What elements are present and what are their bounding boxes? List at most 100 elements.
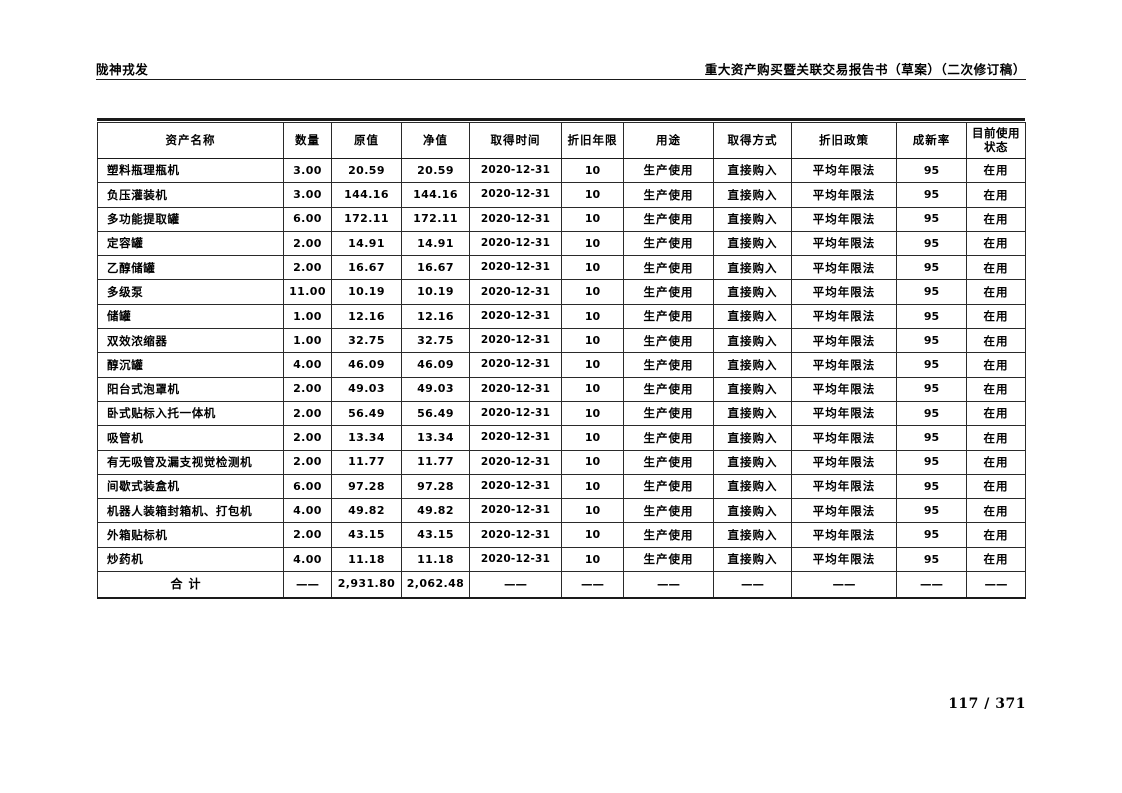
cell-newness-rate: 95 bbox=[896, 328, 967, 354]
cell-depreciation-life: 10 bbox=[561, 473, 624, 500]
table-row: 定容罐 2.00 14.91 14.91 2020-12-31 10 生产使用 直接购入 平均年… bbox=[97, 230, 1026, 257]
cell-newness-rate: 95 bbox=[896, 352, 967, 378]
cell-original-value: 144.16 bbox=[331, 182, 402, 208]
cell-current-status: 在用 bbox=[966, 230, 1026, 257]
cell-net-value: 14.91 bbox=[401, 230, 470, 257]
total-original-value: 2,931.80 bbox=[331, 571, 402, 599]
cell-newness-rate: 95 bbox=[896, 230, 967, 257]
cell-current-status: 在用 bbox=[966, 473, 1026, 500]
cell-current-status: 在用 bbox=[966, 546, 1026, 573]
cell-purpose: 生产使用 bbox=[623, 400, 714, 427]
cell-depreciation-life: 10 bbox=[561, 182, 624, 208]
cell-acquire-date: 2020-12-31 bbox=[469, 157, 562, 184]
cell-current-status: 在用 bbox=[966, 449, 1026, 475]
column-header-quantity: 数量 bbox=[283, 122, 332, 159]
cell-current-status: 在用 bbox=[966, 279, 1026, 305]
table-row: 间歇式装盒机 6.00 97.28 97.28 2020-12-31 10 生产使用 直接购入… bbox=[97, 473, 1026, 500]
cell-net-value: 49.03 bbox=[401, 376, 470, 402]
cell-quantity: 6.00 bbox=[283, 473, 332, 500]
cell-asset-name: 间歇式装盒机 bbox=[97, 473, 284, 500]
table-row: 卧式贴标入托一体机 2.00 56.49 56.49 2020-12-31 10 生产使用直… bbox=[97, 400, 1026, 427]
cell-newness-rate: 95 bbox=[896, 255, 967, 281]
cell-acquire-method: 直接购入 bbox=[713, 473, 792, 500]
cell-quantity: 11.00 bbox=[283, 279, 332, 305]
cell-acquire-method: 直接购入 bbox=[713, 182, 792, 208]
cell-current-status: 在用 bbox=[966, 522, 1026, 548]
cell-original-value: 14.91 bbox=[331, 230, 402, 257]
cell-asset-name: 储罐 bbox=[97, 303, 284, 330]
cell-purpose: 生产使用 bbox=[623, 157, 714, 184]
cell-original-value: 10.19 bbox=[331, 279, 402, 305]
cell-original-value: 56.49 bbox=[331, 400, 402, 427]
cell-current-status: 在用 bbox=[966, 425, 1026, 451]
cell-current-status: 在用 bbox=[966, 303, 1026, 330]
cell-net-value: 10.19 bbox=[401, 279, 470, 305]
cell-depreciation-life: 10 bbox=[561, 376, 624, 402]
cell-net-value: 16.67 bbox=[401, 255, 470, 281]
cell-original-value: 12.16 bbox=[331, 303, 402, 330]
table-row: 多功能提取罐 6.00 172.11 172.11 2020-12-31 10 生产使用 直接… bbox=[97, 206, 1026, 232]
cell-acquire-method: 直接购入 bbox=[713, 303, 792, 330]
cell-depreciation-policy: 平均年限法 bbox=[791, 473, 897, 500]
cell-acquire-method: 直接购入 bbox=[713, 376, 792, 402]
cell-depreciation-policy: 平均年限法 bbox=[791, 498, 897, 524]
cell-purpose: 生产使用 bbox=[623, 546, 714, 573]
cell-acquire-method: 直接购入 bbox=[713, 449, 792, 475]
cell-acquire-method: 直接购入 bbox=[713, 279, 792, 305]
table-row: 阳台式泡罩机 2.00 49.03 49.03 2020-12-31 10 生产使用 直接购入… bbox=[97, 376, 1026, 402]
cell-depreciation-life: 10 bbox=[561, 352, 624, 378]
cell-asset-name: 外箱贴标机 bbox=[97, 522, 284, 548]
header-document-title: 重大资产购买暨关联交易报告书（草案）（二次修订稿） bbox=[704, 61, 1026, 77]
cell-original-value: 43.15 bbox=[331, 522, 402, 548]
cell-asset-name: 醇沉罐 bbox=[97, 352, 284, 378]
cell-newness-rate: 95 bbox=[896, 182, 967, 208]
table-total-row: 合计 —— 2,931.80 2,062.48 —— —— —— —— —— —— —— bbox=[97, 571, 1026, 599]
cell-asset-name: 机器人装箱封箱机、打包机 bbox=[97, 498, 284, 524]
table-header-row: 资产名称 数量 原值 净值 取得时间 折旧年限 用途 取得方式 折旧政策 成新率… bbox=[97, 122, 1026, 159]
table-row: 储罐 1.00 12.16 12.16 2020-12-31 10 生产使用 直接购入 平均年限… bbox=[97, 303, 1026, 330]
cell-newness-rate: 95 bbox=[896, 400, 967, 427]
column-header-acquire-method: 取得方式 bbox=[713, 122, 792, 159]
asset-table: 资产名称 数量 原值 净值 取得时间 折旧年限 用途 取得方式 折旧政策 成新率… bbox=[97, 122, 1026, 599]
cell-acquire-date: 2020-12-31 bbox=[469, 522, 562, 548]
cell-acquire-method: 直接购入 bbox=[713, 352, 792, 378]
total-depreciation-life: —— bbox=[561, 571, 624, 599]
cell-newness-rate: 95 bbox=[896, 303, 967, 330]
cell-depreciation-policy: 平均年限法 bbox=[791, 425, 897, 451]
cell-asset-name: 定容罐 bbox=[97, 230, 284, 257]
table-row: 醇沉罐 4.00 46.09 46.09 2020-12-31 10 生产使用 直接购入 平均年… bbox=[97, 352, 1026, 378]
column-header-depreciation-life: 折旧年限 bbox=[561, 122, 624, 159]
cell-purpose: 生产使用 bbox=[623, 303, 714, 330]
cell-purpose: 生产使用 bbox=[623, 230, 714, 257]
cell-net-value: 43.15 bbox=[401, 522, 470, 548]
cell-acquire-method: 直接购入 bbox=[713, 255, 792, 281]
cell-quantity: 2.00 bbox=[283, 400, 332, 427]
cell-original-value: 46.09 bbox=[331, 352, 402, 378]
cell-newness-rate: 95 bbox=[896, 206, 967, 232]
cell-quantity: 4.00 bbox=[283, 352, 332, 378]
cell-quantity: 2.00 bbox=[283, 425, 332, 451]
cell-asset-name: 有无吸管及漏支视觉检测机 bbox=[97, 449, 284, 475]
total-net-value: 2,062.48 bbox=[401, 571, 470, 599]
total-quantity: —— bbox=[283, 571, 332, 599]
cell-net-value: 49.82 bbox=[401, 498, 470, 524]
cell-depreciation-life: 10 bbox=[561, 400, 624, 427]
table-row: 双效浓缩器 1.00 32.75 32.75 2020-12-31 10 生产使用 直接购入平… bbox=[97, 328, 1026, 354]
cell-quantity: 4.00 bbox=[283, 498, 332, 524]
cell-acquire-date: 2020-12-31 bbox=[469, 376, 562, 402]
cell-depreciation-life: 10 bbox=[561, 449, 624, 475]
total-depreciation-policy: —— bbox=[791, 571, 897, 599]
cell-quantity: 3.00 bbox=[283, 182, 332, 208]
cell-net-value: 12.16 bbox=[401, 303, 470, 330]
cell-acquire-method: 直接购入 bbox=[713, 230, 792, 257]
cell-net-value: 13.34 bbox=[401, 425, 470, 451]
cell-quantity: 2.00 bbox=[283, 376, 332, 402]
cell-quantity: 3.00 bbox=[283, 157, 332, 184]
cell-purpose: 生产使用 bbox=[623, 328, 714, 354]
cell-depreciation-policy: 平均年限法 bbox=[791, 157, 897, 184]
table-row: 多级泵 11.00 10.19 10.19 2020-12-31 10 生产使用 直接购入 平均… bbox=[97, 279, 1026, 305]
cell-asset-name: 多功能提取罐 bbox=[97, 206, 284, 232]
cell-acquire-date: 2020-12-31 bbox=[469, 206, 562, 232]
cell-original-value: 16.67 bbox=[331, 255, 402, 281]
cell-net-value: 32.75 bbox=[401, 328, 470, 354]
